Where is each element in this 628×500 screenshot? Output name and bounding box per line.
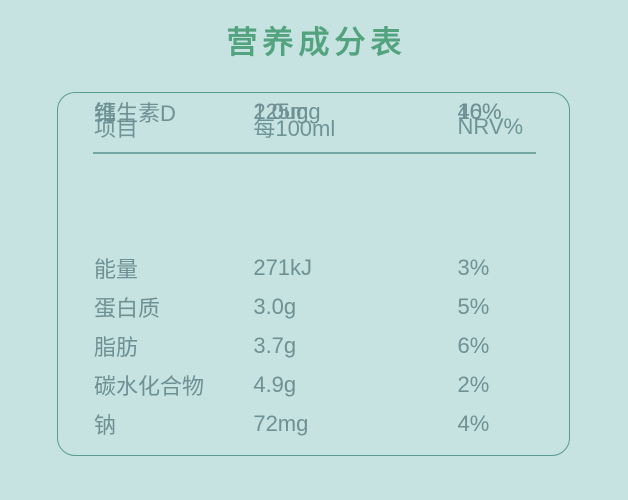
row-nrv: 3% (457, 255, 490, 281)
row-value: 3.7g (253, 333, 297, 359)
row-value: 72mg (253, 411, 309, 437)
row-value: 4.9g (253, 372, 297, 398)
nutrition-table-card: 项目 每100ml NRV% 能量 271kJ 3% 蛋白质 3.0g 5% 脂… (57, 92, 570, 456)
header-divider (93, 152, 536, 154)
row-value: 271kJ (253, 255, 313, 281)
row-label: 钙 (94, 101, 117, 127)
row-nrv: 6% (457, 333, 490, 359)
column-header-per-100ml: 每100ml (253, 116, 336, 142)
table-header-row: 项目 每100ml NRV% (58, 108, 569, 147)
page-title: 营养成分表 (226, 25, 407, 60)
row-nrv: 40% (457, 99, 502, 125)
row-nrv: 16% (457, 99, 502, 125)
row-label: 钠 (94, 413, 117, 439)
table-row: 维生素D 2.0ug 40% (58, 93, 569, 132)
table-row: 能量 271kJ 3% (58, 249, 569, 288)
row-nrv: 5% (457, 294, 490, 320)
row-label: 能量 (94, 257, 139, 283)
row-nrv: 2% (457, 372, 490, 398)
row-label: 维生素D (94, 101, 176, 127)
row-label: 蛋白质 (94, 296, 161, 322)
table-row: 碳水化合物 4.9g 2% (58, 366, 569, 405)
table-row: 钙 125mg 16% (58, 93, 569, 132)
nutrition-table: 项目 每100ml NRV% 能量 271kJ 3% 蛋白质 3.0g 5% 脂… (58, 93, 569, 455)
row-label: 脂肪 (94, 335, 139, 361)
column-header-nrv: NRV% (457, 114, 524, 140)
row-nrv: 4% (457, 411, 490, 437)
column-header-item: 项目 (94, 116, 139, 142)
table-row: 蛋白质 3.0g 5% (58, 288, 569, 327)
row-value: 2.0ug (253, 99, 309, 125)
row-value: 3.0g (253, 294, 297, 320)
row-value: 125mg (253, 99, 321, 125)
table-row: 钠 72mg 4% (58, 405, 569, 444)
row-label: 碳水化合物 (94, 374, 205, 400)
table-row: 脂肪 3.7g 6% (58, 327, 569, 366)
